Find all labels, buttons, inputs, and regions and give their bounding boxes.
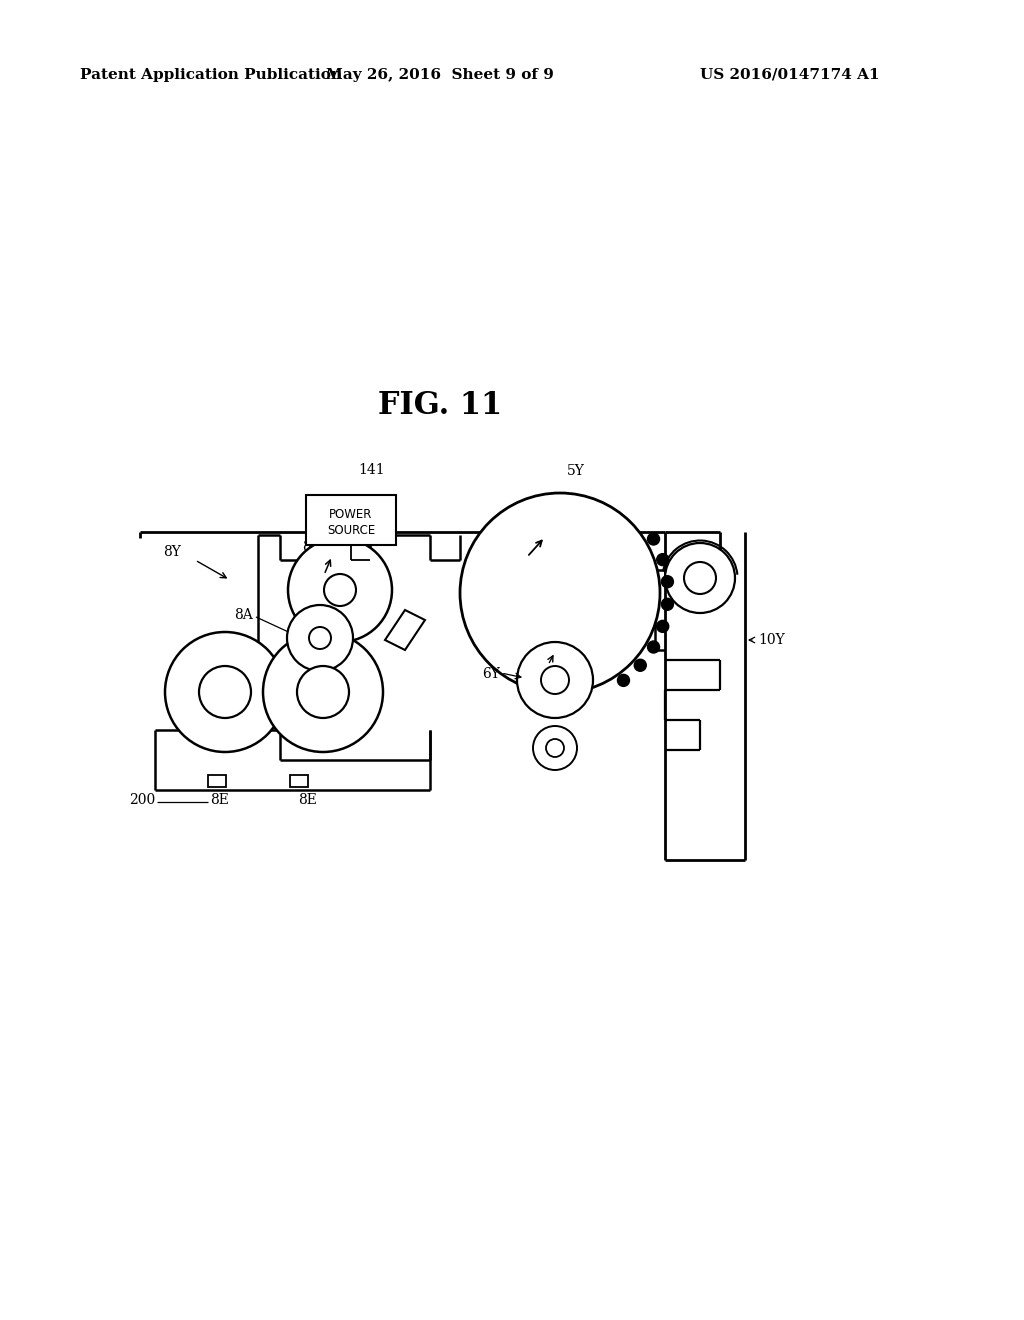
Text: 8B: 8B [302, 540, 321, 554]
Text: FIG. 11: FIG. 11 [378, 389, 502, 421]
Circle shape [460, 492, 660, 693]
Circle shape [665, 543, 735, 612]
Circle shape [287, 605, 353, 671]
Text: US 2016/0147174 A1: US 2016/0147174 A1 [700, 69, 880, 82]
Text: 6Y: 6Y [482, 667, 500, 681]
Circle shape [647, 642, 659, 653]
Text: May 26, 2016  Sheet 9 of 9: May 26, 2016 Sheet 9 of 9 [326, 69, 554, 82]
Circle shape [662, 576, 674, 587]
Circle shape [656, 620, 669, 632]
Text: Patent Application Publication: Patent Application Publication [80, 69, 342, 82]
Circle shape [541, 667, 569, 694]
Bar [208, 775, 226, 787]
Polygon shape [385, 610, 425, 649]
Text: 8E: 8E [211, 793, 229, 807]
Circle shape [656, 553, 669, 566]
Text: 8D: 8D [328, 638, 347, 652]
Circle shape [684, 562, 716, 594]
Text: 8Y: 8Y [163, 545, 181, 558]
Circle shape [324, 574, 356, 606]
Circle shape [165, 632, 285, 752]
Text: 8A: 8A [234, 609, 253, 622]
Bar [306, 495, 396, 545]
Circle shape [534, 726, 577, 770]
Circle shape [199, 667, 251, 718]
Circle shape [634, 659, 646, 672]
Circle shape [517, 642, 593, 718]
Circle shape [263, 632, 383, 752]
Text: 10Y: 10Y [758, 634, 784, 647]
Text: 5Y: 5Y [567, 465, 585, 478]
Circle shape [617, 675, 630, 686]
Text: 141: 141 [358, 463, 385, 477]
Circle shape [662, 598, 674, 610]
Circle shape [309, 627, 331, 649]
Text: 8E: 8E [299, 793, 317, 807]
Bar [290, 775, 308, 787]
Text: 200: 200 [129, 793, 155, 807]
Circle shape [288, 539, 392, 642]
Circle shape [297, 667, 349, 718]
Circle shape [546, 739, 564, 756]
Circle shape [647, 533, 659, 545]
Text: POWER
SOURCE: POWER SOURCE [327, 508, 375, 537]
